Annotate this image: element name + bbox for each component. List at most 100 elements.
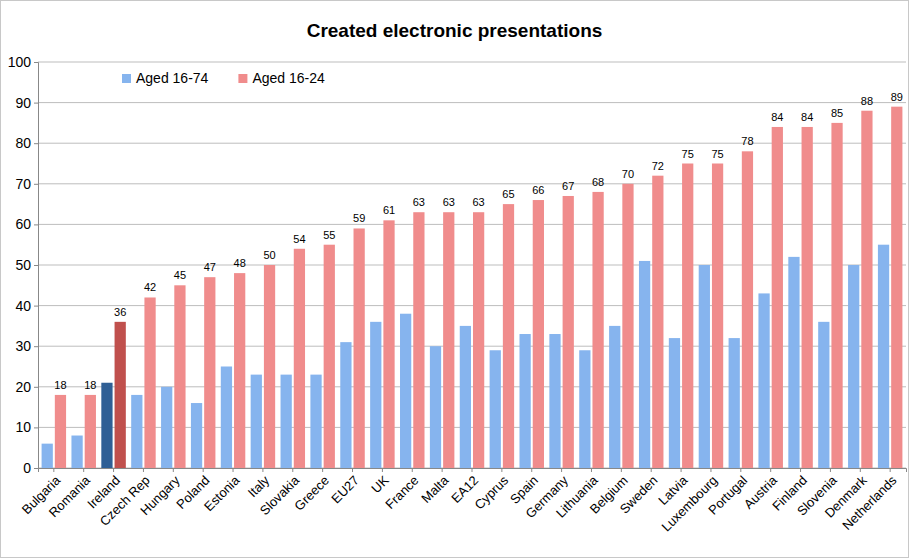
bar	[563, 196, 574, 468]
x-tick-mark	[292, 468, 293, 472]
title: Created electronic presentations	[307, 20, 603, 41]
bar	[294, 249, 305, 468]
data-label: 55	[323, 229, 335, 241]
data-label: 47	[204, 261, 216, 273]
y-tick-label: 100	[8, 54, 32, 70]
x-tick: Sweden	[617, 468, 661, 517]
series-bars	[55, 107, 903, 468]
data-label: 45	[174, 269, 186, 281]
x-tick-mark	[681, 468, 682, 472]
data-label: 63	[443, 196, 455, 208]
bar	[682, 164, 693, 469]
bar	[324, 245, 335, 468]
y-tick: 100	[8, 54, 38, 70]
bar	[490, 350, 501, 468]
bar	[742, 151, 753, 468]
grid-line	[38, 62, 906, 63]
bar	[652, 176, 663, 468]
y-tick: 20	[15, 379, 38, 395]
data-label: 68	[592, 176, 604, 188]
y-tick-label: 60	[15, 216, 31, 232]
data-label: 75	[682, 148, 694, 160]
x-tick-mark	[143, 468, 144, 472]
x-tick-mark	[651, 468, 652, 472]
bar	[144, 297, 155, 468]
x-tick-label: France	[382, 473, 421, 512]
x-tick-mark	[890, 468, 891, 472]
y-tick-mark	[34, 387, 38, 388]
x-tick: UK	[368, 468, 392, 496]
grid	[38, 62, 906, 468]
bar	[174, 285, 185, 468]
legend-item: Aged 16-74	[122, 70, 209, 86]
bar	[310, 375, 321, 468]
data-label: 84	[771, 111, 783, 123]
y-tick-label: 20	[15, 379, 31, 395]
x-tick: Czech Rep	[97, 468, 153, 529]
bar	[340, 342, 351, 468]
y-tick-label: 40	[15, 298, 31, 314]
y-tick-mark	[34, 306, 38, 307]
x-tick: Hungary	[137, 468, 183, 518]
x-tick-label: Greece	[291, 473, 332, 514]
series-bars	[42, 245, 890, 468]
grid-line	[38, 102, 906, 103]
x-tick-mark	[53, 468, 54, 472]
x-tick-label: Romania	[46, 472, 94, 520]
y-tick: 50	[15, 257, 38, 273]
y-axis: 0102030405060708090100	[8, 54, 39, 476]
data-label: 18	[54, 379, 66, 391]
data-label: 88	[861, 95, 873, 107]
bar	[622, 184, 633, 468]
y-tick-mark	[34, 265, 38, 266]
x-tick: Netherlands	[839, 468, 900, 533]
data-label: 36	[114, 306, 126, 318]
x-tick-mark	[621, 468, 622, 472]
x-tick-mark	[472, 468, 473, 472]
bar	[818, 322, 829, 468]
bar	[609, 326, 620, 468]
bar	[131, 395, 142, 468]
bar	[85, 395, 96, 468]
y-tick-label: 30	[15, 338, 31, 354]
bar	[772, 127, 783, 468]
data-label: 63	[472, 196, 484, 208]
bar	[758, 293, 769, 468]
bar	[712, 164, 723, 469]
data-label: 66	[532, 184, 544, 196]
bar	[861, 111, 872, 468]
data-label: 65	[502, 188, 514, 200]
bar	[42, 444, 53, 468]
x-tick-mark	[322, 468, 323, 472]
x-tick: Malta	[418, 468, 452, 506]
bar	[592, 192, 603, 468]
x-tick-label: Cyprus	[471, 472, 511, 512]
bar	[264, 265, 275, 468]
y-axis-line	[34, 63, 39, 469]
x-tick-mark	[710, 468, 711, 472]
bar	[281, 375, 292, 468]
bar	[891, 107, 902, 468]
y-tick-label: 90	[15, 95, 31, 111]
bar	[55, 395, 66, 468]
bar	[191, 403, 202, 468]
x-tick-label: Portugal	[705, 473, 750, 518]
legend-swatch	[238, 74, 247, 83]
legend-label: Aged 16-24	[252, 70, 325, 86]
bar	[533, 200, 544, 468]
legend-item: Aged 16-24	[238, 70, 325, 86]
bar	[251, 375, 262, 468]
data-label: 18	[84, 379, 96, 391]
bar	[400, 314, 411, 468]
bar	[443, 212, 454, 468]
bar	[519, 334, 530, 468]
y-tick: 30	[15, 338, 38, 354]
chart-frame	[1, 1, 909, 558]
data-label: 59	[353, 212, 365, 224]
data-labels: 1818364245474850545559616363636566676870…	[54, 91, 903, 391]
bar	[729, 338, 740, 468]
x-tick-mark	[501, 468, 502, 472]
bar	[503, 204, 514, 468]
x-axis-line	[39, 469, 907, 473]
data-label: 50	[263, 249, 275, 261]
